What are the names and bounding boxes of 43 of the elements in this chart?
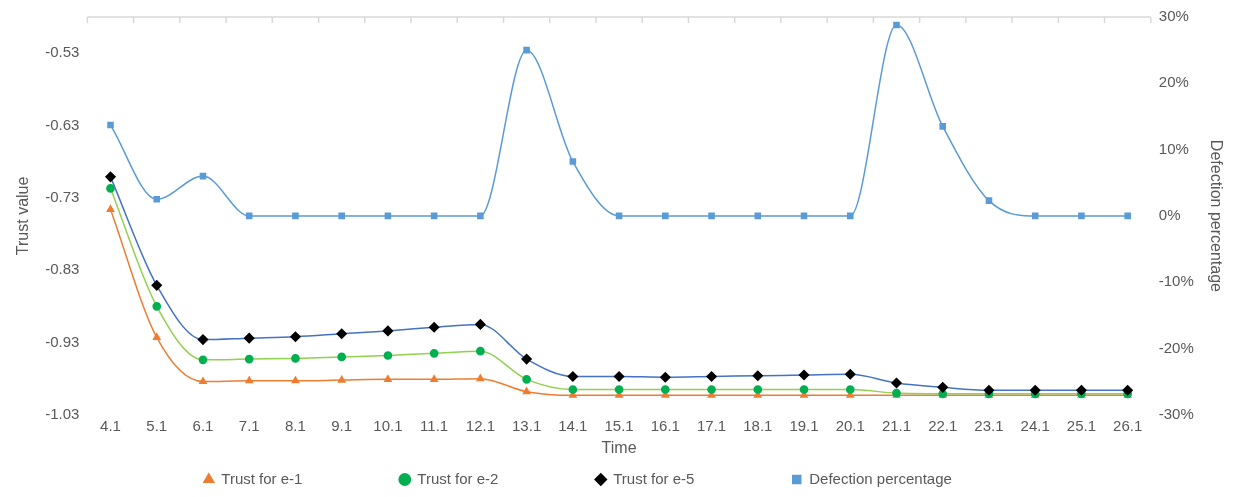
y-tick-label: -0.73 (45, 187, 80, 205)
y-tick-label: -1.03 (45, 404, 80, 422)
x-tick-label: 7.1 (238, 416, 260, 434)
x-tick-label: 9.1 (331, 416, 353, 434)
x-tick-label: 17.1 (696, 416, 727, 434)
x-tick-label: 10.1 (373, 416, 403, 434)
y-axis-title: Trust value (14, 176, 32, 256)
x-tick-label: 12.1 (465, 416, 495, 434)
x-tick-label: 6.1 (192, 416, 214, 434)
y2-tick-label: -30% (1158, 404, 1194, 422)
x-tick-label: 20.1 (835, 416, 865, 434)
y-tick-label: -0.53 (45, 43, 80, 61)
legend-label: Trust for e-2 (417, 469, 582, 487)
legend-label: Trust for e-5 (613, 469, 778, 487)
x-tick-label: 19.1 (789, 416, 819, 434)
x-tick-label: 5.1 (146, 416, 168, 434)
x-tick-label: 8.1 (285, 416, 306, 434)
y-tick-label: -0.83 (45, 260, 80, 278)
x-tick-label: 11.1 (420, 416, 449, 434)
x-tick-label: 18.1 (743, 416, 773, 434)
y2-tick-label: 30% (1158, 7, 1189, 25)
x-tick-label: 25.1 (1066, 416, 1097, 434)
x-tick-label: 14.1 (558, 416, 588, 434)
x-tick-label: 24.1 (1020, 416, 1050, 434)
y2-tick-label: 0% (1158, 206, 1181, 224)
x-tick-label: 13.1 (512, 416, 542, 434)
x-tick-label: 26.1 (1113, 416, 1143, 434)
legend-label: Trust for e-1 (221, 469, 386, 487)
x-tick-label: 21.1 (881, 416, 912, 434)
x-tick-label: 4.1 (100, 416, 121, 434)
y2-tick-label: 20% (1158, 73, 1189, 91)
y2-tick-label: -20% (1158, 338, 1194, 356)
x-tick-label: 22.1 (928, 416, 958, 434)
y2-tick-label: -10% (1158, 272, 1194, 290)
y-tick-label: -0.63 (45, 115, 80, 133)
y2-tick-label: 10% (1158, 139, 1189, 157)
y2-axis-title: Defection percentage (1207, 139, 1225, 293)
x-axis-title: Time (601, 438, 637, 456)
y-tick-label: -0.93 (45, 332, 80, 350)
x-tick-label: 15.1 (604, 416, 634, 434)
legend-label: Defection percentage (809, 469, 1036, 487)
x-tick-label: 23.1 (974, 416, 1004, 434)
x-tick-label: 16.1 (650, 416, 680, 434)
